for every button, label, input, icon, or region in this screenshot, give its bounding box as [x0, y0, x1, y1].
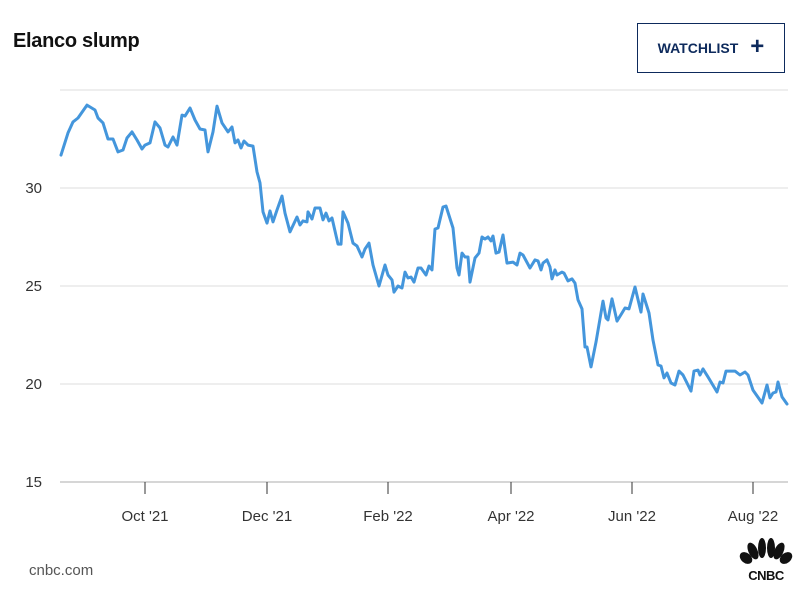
watchlist-button[interactable]: WATCHLIST + [637, 23, 785, 73]
svg-text:CNBC: CNBC [748, 568, 785, 582]
source-label: cnbc.com [29, 562, 94, 579]
watchlist-label: WATCHLIST [657, 40, 739, 56]
x-tick-label: Feb '22 [363, 508, 413, 525]
y-tick-label: 30 [25, 180, 42, 197]
plus-icon: + [750, 33, 765, 60]
x-tick-label: Apr '22 [487, 508, 534, 525]
y-tick-label: 15 [25, 474, 42, 491]
cnbc-peacock-logo: CNBC [739, 538, 793, 582]
x-tick-label: Aug '22 [728, 508, 778, 525]
chart-title: Elanco slump [13, 30, 140, 52]
x-tick-label: Oct '21 [121, 508, 168, 525]
series-line-elanco [59, 103, 789, 406]
y-tick-label: 20 [25, 376, 42, 393]
x-tick-label: Dec '21 [242, 508, 292, 525]
x-tick-label: Jun '22 [608, 508, 656, 525]
y-tick-label: 25 [25, 278, 42, 295]
